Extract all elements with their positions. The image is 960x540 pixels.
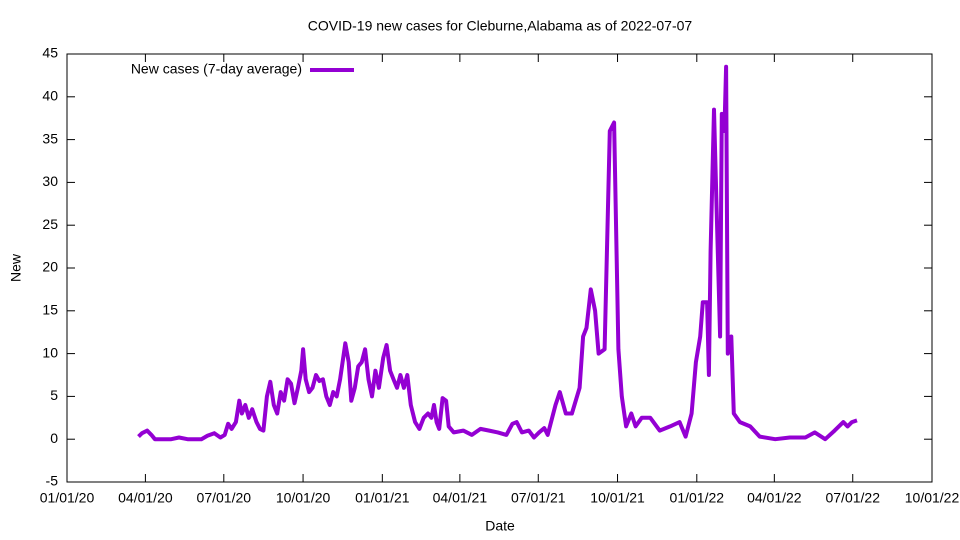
x-tick-label: 10/01/22 [905, 490, 960, 506]
x-tick-label: 04/01/22 [747, 490, 802, 506]
legend-label: New cases (7-day average) [131, 61, 302, 77]
y-tick-label: -5 [46, 473, 59, 489]
y-tick-label: 5 [50, 387, 58, 403]
x-tick-label: 01/01/22 [670, 490, 725, 506]
plot-frame [66, 53, 933, 483]
x-tick-label: 10/01/21 [590, 490, 645, 506]
x-tick-label: 04/01/21 [433, 490, 488, 506]
y-tick-label: 30 [42, 173, 58, 189]
x-tick-label: 07/01/22 [825, 490, 880, 506]
y-tick-label: 20 [42, 259, 58, 275]
x-tick-label: 07/01/20 [197, 490, 252, 506]
x-tick-label: 10/01/20 [276, 490, 331, 506]
y-tick-label: 15 [42, 302, 58, 318]
x-tick-label: 01/01/20 [40, 490, 95, 506]
y-tick-label: 0 [50, 430, 58, 446]
x-tick-label: 07/01/21 [511, 490, 566, 506]
y-tick-label: 45 [42, 45, 58, 61]
y-tick-label: 40 [42, 88, 58, 104]
x-tick-label: 01/01/21 [355, 490, 410, 506]
y-tick-label: 35 [42, 130, 58, 146]
chart-title: COVID-19 new cases for Cleburne,Alabama … [308, 18, 693, 34]
data-line [137, 64, 858, 442]
x-axis-label: Date [485, 518, 515, 534]
x-tick-label: 04/01/20 [118, 490, 173, 506]
y-tick-label: 10 [42, 344, 58, 360]
y-tick-label: 25 [42, 216, 58, 232]
y-axis-label: New [8, 253, 24, 282]
